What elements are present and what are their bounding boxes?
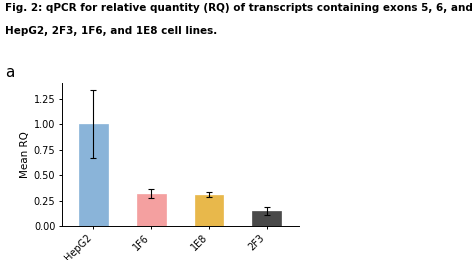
Bar <box>137 193 166 226</box>
Bar <box>79 124 108 226</box>
Bar <box>194 194 223 226</box>
Text: Fig. 2: qPCR for relative quantity (RQ) of transcripts containing exons 5, 6, an: Fig. 2: qPCR for relative quantity (RQ) … <box>5 3 474 12</box>
Text: a: a <box>5 65 14 80</box>
Text: HepG2, 2F3, 1F6, and 1E8 cell lines.: HepG2, 2F3, 1F6, and 1E8 cell lines. <box>5 26 217 36</box>
Bar <box>252 211 281 226</box>
Y-axis label: Mean RQ: Mean RQ <box>19 131 29 178</box>
